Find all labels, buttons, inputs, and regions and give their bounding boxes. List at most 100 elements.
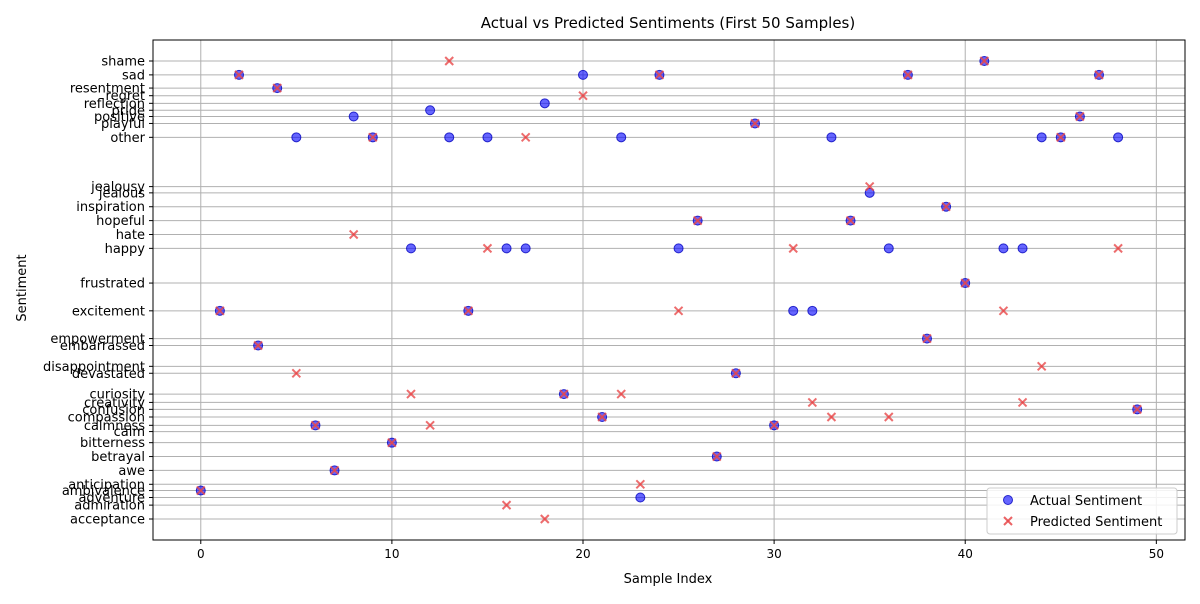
predicted-point [884, 412, 894, 422]
y-tick-label: admiration [74, 499, 145, 514]
predicted-point [368, 132, 378, 143]
y-tick-label: jealous [98, 186, 145, 201]
predicted-point [979, 56, 990, 66]
predicted-point [788, 243, 798, 254]
predicted-point [406, 389, 416, 399]
actual-point [883, 243, 894, 254]
predicted-point [807, 397, 818, 408]
predicted-point [291, 368, 302, 378]
actual-point [998, 243, 1009, 254]
predicted-point [310, 420, 321, 431]
legend-actual-label: Actual Sentiment [1030, 494, 1142, 509]
y-tick-label: calm [114, 425, 145, 440]
predicted-point [941, 202, 951, 212]
y-tick-label: creativity [84, 396, 145, 411]
y-tick-label: calmness [84, 419, 145, 434]
predicted-point [520, 132, 531, 143]
x-axis-label: Sample Index [624, 572, 713, 587]
predicted-point [922, 333, 932, 344]
predicted-point [348, 229, 359, 240]
predicted-point [750, 118, 760, 129]
predicted-point [1094, 70, 1104, 80]
predicted-point [329, 465, 340, 476]
predicted-point [1075, 111, 1085, 122]
predicted-point [712, 451, 722, 462]
actual-point [406, 243, 416, 254]
y-tick-label: devastated [72, 367, 145, 382]
y-tick-label: positive [94, 110, 145, 125]
y-tick-label: compassion [68, 410, 145, 425]
actual-point [1017, 243, 1028, 254]
y-tick-label: sad [122, 68, 145, 83]
actual-point [425, 105, 436, 116]
chart-title: Actual vs Predicted Sentiments (First 50… [481, 14, 855, 32]
actual-point [635, 492, 646, 503]
actual-point [501, 243, 512, 254]
plot-frame [152, 39, 1186, 541]
actual-point [444, 132, 455, 143]
actual-point [864, 187, 875, 198]
predicted-point [272, 83, 282, 93]
actual-point [291, 132, 302, 143]
predicted-point [769, 420, 779, 431]
actual-point [788, 305, 799, 316]
actual-point [673, 243, 684, 254]
predicted-point [215, 306, 225, 316]
actual-point [826, 132, 837, 143]
predicted-point [864, 181, 875, 192]
predicted-point [903, 70, 913, 80]
predicted-point [673, 306, 684, 316]
x-tick-label: 0 [197, 547, 205, 561]
predicted-point [654, 70, 665, 80]
legend-predicted-marker [1003, 516, 1013, 526]
predicted-point [501, 500, 512, 510]
actual-point [348, 111, 359, 122]
predicted-point [635, 479, 646, 490]
x-tick-label: 10 [384, 547, 399, 561]
x-tick-label: 20 [575, 547, 590, 561]
data-points [195, 56, 1143, 524]
y-tick-label: playful [101, 117, 145, 132]
predicted-point [234, 70, 244, 80]
actual-point [1113, 132, 1124, 143]
predicted-point [826, 412, 837, 422]
actual-point [539, 98, 550, 109]
x-tick-label: 30 [766, 547, 781, 561]
predicted-point [482, 243, 493, 254]
predicted-point [1036, 361, 1047, 372]
y-tick-label: disappointment [43, 360, 145, 375]
y-tick-label: betrayal [91, 450, 145, 465]
predicted-point [559, 389, 569, 399]
predicted-point [425, 420, 435, 431]
x-tick-label: 40 [958, 547, 973, 561]
axis-ticks: 0 10 20 30 40 50 acceptanceadmirationadventure… [43, 55, 1164, 562]
legend-actual-marker [1003, 495, 1013, 505]
predicted-point [998, 306, 1009, 316]
y-tick-label: shame [101, 55, 145, 70]
predicted-point [597, 412, 607, 422]
y-tick-label: happy [105, 242, 146, 257]
predicted-point [845, 215, 856, 226]
y-axis-label: Sentiment [15, 254, 30, 321]
predicted-point [692, 215, 703, 226]
predicted-point [731, 368, 741, 378]
y-tick-label: inspiration [76, 200, 145, 215]
legend: Actual Sentiment Predicted Sentiment [986, 487, 1178, 535]
actual-point [578, 69, 588, 80]
y-tick-label: other [110, 131, 145, 146]
y-tick-label: anticipation [68, 478, 145, 493]
predicted-point [196, 485, 206, 496]
y-tick-label: empowerment [50, 332, 145, 347]
y-tick-label: bitterness [80, 436, 145, 451]
predicted-point [444, 56, 454, 66]
predicted-point [578, 90, 588, 101]
actual-point [482, 132, 493, 143]
y-tick-label: adventure [78, 491, 145, 506]
y-tick-label: confusion [82, 403, 145, 418]
legend-predicted-label: Predicted Sentiment [1030, 515, 1162, 530]
legend-box [986, 487, 1178, 535]
y-tick-label: pride [112, 104, 145, 119]
x-tick-label: 50 [1149, 547, 1164, 561]
